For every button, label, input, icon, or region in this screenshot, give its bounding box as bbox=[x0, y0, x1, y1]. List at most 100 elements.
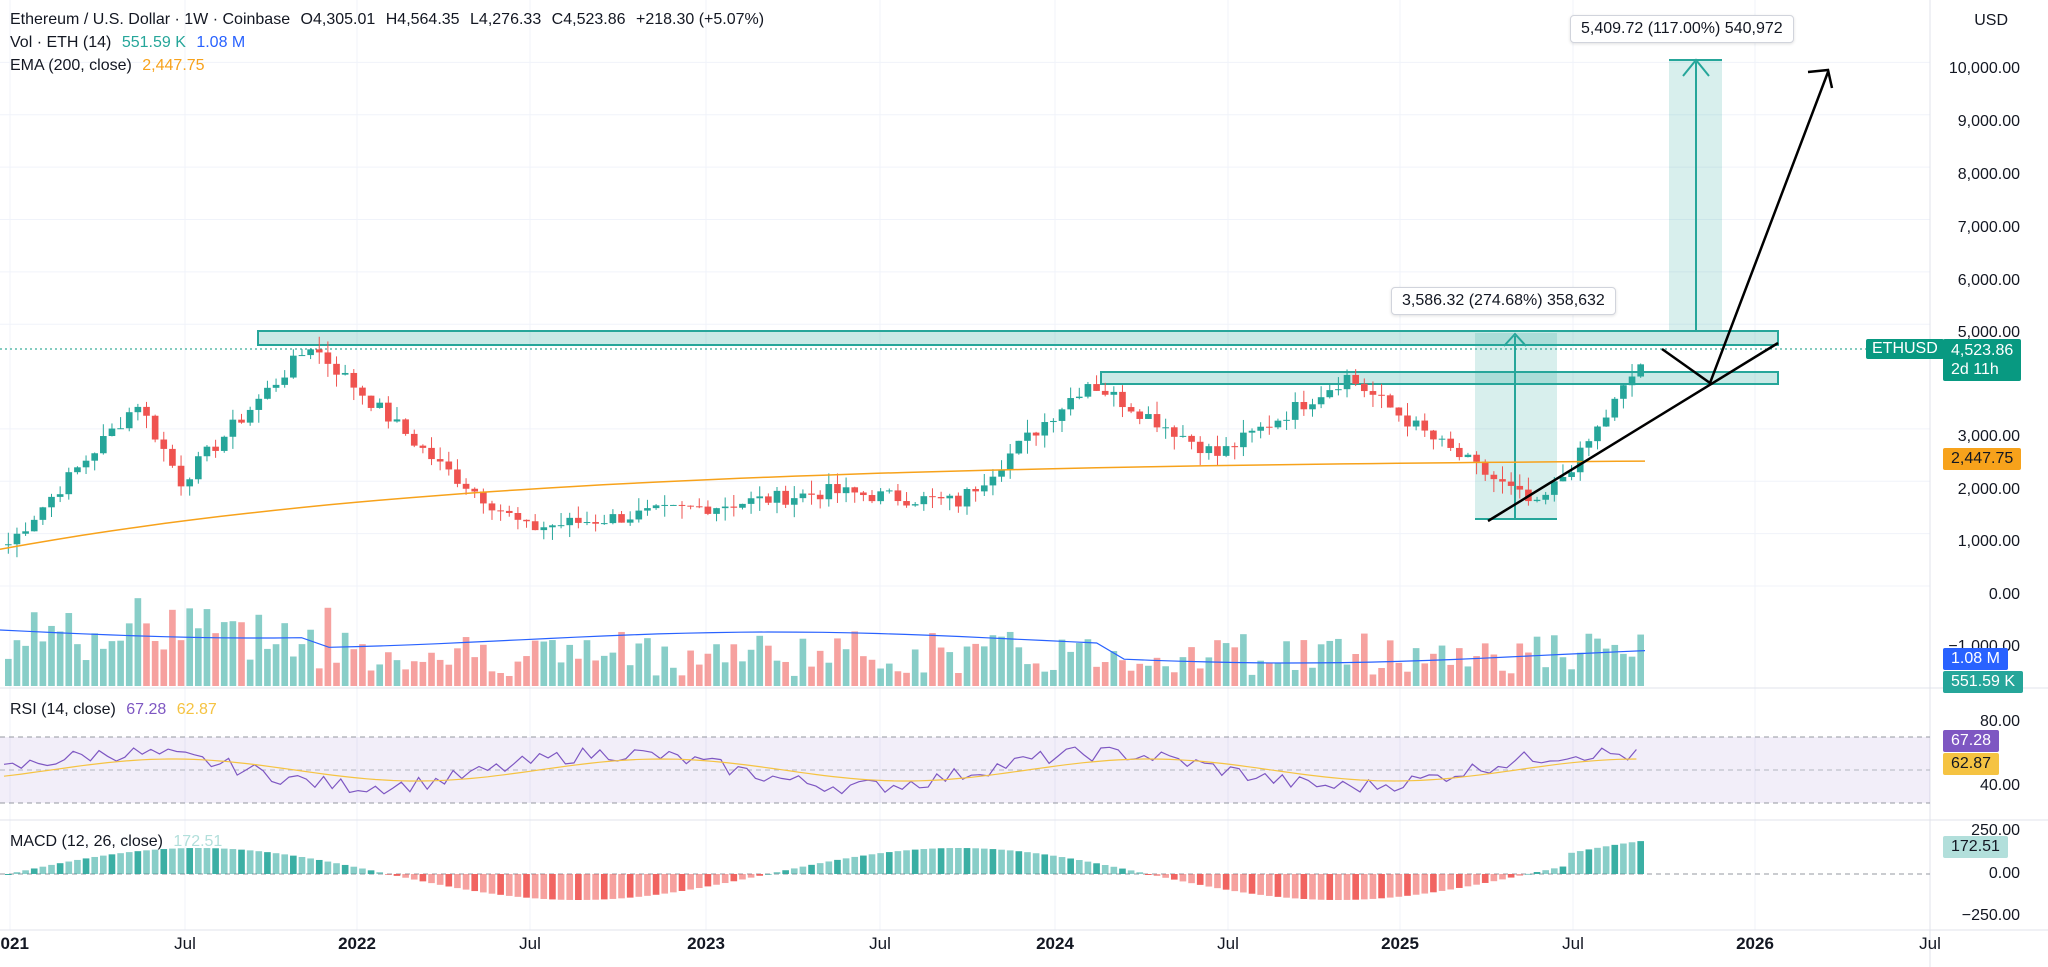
candle-body bbox=[618, 514, 625, 523]
candle-body bbox=[575, 517, 582, 523]
macd-histogram-bar bbox=[1533, 872, 1541, 874]
macd-histogram-bar bbox=[1568, 852, 1575, 874]
macd-histogram-bar bbox=[851, 856, 859, 874]
resistance-zone-lower bbox=[1100, 371, 1779, 385]
macd-histogram-bar bbox=[91, 856, 99, 874]
volume-bar bbox=[989, 635, 997, 686]
volume-bar bbox=[1231, 647, 1239, 686]
ohlc-high: H4,564.35 bbox=[385, 11, 460, 28]
macd-histogram-bar bbox=[1153, 874, 1161, 876]
candle-body bbox=[376, 402, 384, 408]
candle-body bbox=[1464, 454, 1472, 458]
ema-legend: EMA (200, close) 2,447.75 bbox=[10, 56, 211, 76]
macd-histogram-bar bbox=[246, 850, 254, 874]
volume-bar bbox=[307, 629, 314, 686]
candle-body bbox=[765, 496, 772, 503]
volume-bar bbox=[903, 672, 910, 686]
volume-bar bbox=[782, 661, 789, 686]
volume-bar bbox=[635, 643, 643, 686]
macd-histogram-bar bbox=[652, 874, 660, 895]
volume-bar bbox=[419, 661, 427, 686]
candle-body bbox=[1084, 384, 1092, 397]
candle-body bbox=[834, 484, 841, 494]
vol-label: Vol · ETH (14) bbox=[10, 34, 112, 51]
macd-histogram-bar bbox=[1274, 874, 1282, 897]
volume-bar bbox=[315, 668, 323, 686]
currency-label[interactable]: USD bbox=[1974, 12, 2008, 29]
candle-body bbox=[151, 415, 159, 440]
macd-histogram-bar bbox=[151, 849, 159, 874]
measure-arrowhead-mid bbox=[1503, 332, 1527, 347]
candle-body bbox=[1093, 384, 1100, 391]
candle-body bbox=[635, 510, 643, 520]
candle-body bbox=[238, 419, 245, 423]
volume-bar bbox=[505, 675, 513, 686]
candle-body bbox=[1637, 364, 1644, 377]
ema-value: 2,447.75 bbox=[142, 57, 205, 74]
volume-bar bbox=[264, 648, 271, 686]
volume-bar bbox=[186, 608, 194, 686]
volume-bar bbox=[1067, 651, 1074, 686]
candle-body bbox=[955, 495, 962, 507]
bar-countdown: 2d 11h bbox=[1951, 361, 1999, 378]
volume-bar bbox=[868, 659, 876, 686]
macd-histogram-bar bbox=[48, 864, 55, 874]
macd-histogram-bar bbox=[825, 861, 833, 874]
macd-axis-0: 0.00 bbox=[1988, 865, 2020, 882]
volume-bar bbox=[1533, 636, 1541, 686]
candle-body bbox=[894, 490, 902, 502]
volume-bar bbox=[436, 659, 444, 686]
time-axis-label: 2024 bbox=[1036, 934, 1074, 953]
candle-body bbox=[13, 533, 21, 545]
macd-histogram-bar bbox=[229, 849, 237, 874]
candle-body bbox=[445, 461, 453, 470]
candle-body bbox=[790, 498, 798, 505]
measure-label-mid[interactable]: 3,586.32 (274.68%) 358,632 bbox=[1391, 287, 1616, 315]
volume-bar bbox=[65, 613, 73, 686]
volume-bar bbox=[1214, 640, 1221, 686]
macd-histogram-bar bbox=[1542, 870, 1549, 874]
macd-histogram-bar bbox=[143, 850, 150, 874]
candle-body bbox=[186, 479, 194, 487]
candle-body bbox=[1473, 454, 1480, 462]
macd-histogram-bar bbox=[1576, 851, 1584, 874]
candle-body bbox=[108, 428, 116, 437]
time-axis-label: 2023 bbox=[687, 934, 725, 953]
volume-bar bbox=[281, 623, 289, 686]
macd-histogram-bar bbox=[1162, 874, 1169, 878]
ema-tag: 2,447.75 bbox=[1943, 448, 2022, 470]
candle-body bbox=[1438, 438, 1446, 440]
volume-bar bbox=[48, 625, 55, 686]
macd-histogram-bar bbox=[1620, 843, 1627, 874]
rsi-legend: RSI (14, close) 67.28 62.87 bbox=[10, 700, 223, 720]
measure-label-top[interactable]: 5,409.72 (117.00%) 540,972 bbox=[1570, 15, 1794, 43]
candle-body bbox=[385, 402, 392, 422]
candle-body bbox=[713, 508, 720, 514]
candle-body bbox=[1162, 427, 1169, 429]
rsi-axis-40: 40.00 bbox=[1979, 777, 2020, 794]
volume-bar bbox=[39, 641, 47, 686]
candle-body bbox=[980, 485, 988, 492]
macd-histogram-bar bbox=[1006, 850, 1014, 874]
macd-histogram-bar bbox=[514, 874, 522, 897]
rsi-line bbox=[3, 746, 1637, 795]
macd-histogram-bar bbox=[1041, 854, 1049, 874]
macd-histogram-bar bbox=[695, 874, 703, 889]
candle-body bbox=[480, 491, 487, 504]
volume-bar bbox=[1473, 656, 1480, 686]
candle-body bbox=[903, 501, 910, 506]
macd-histogram-bar bbox=[333, 863, 340, 874]
price-axis-label: 6,000.00 bbox=[1957, 272, 2020, 289]
volume-bar bbox=[860, 656, 867, 686]
volume-bar bbox=[125, 623, 133, 686]
macd-histogram-bar bbox=[1024, 852, 1031, 874]
macd-histogram-bar bbox=[160, 849, 168, 874]
price-axis-label: 0.00 bbox=[1988, 586, 2020, 603]
volume-bar bbox=[1430, 653, 1437, 686]
macd-histogram-bar bbox=[56, 863, 64, 874]
volume-bar bbox=[1360, 633, 1368, 686]
volume-bar bbox=[471, 657, 479, 686]
macd-histogram-bar bbox=[1464, 874, 1472, 887]
macd-histogram-bar bbox=[1136, 872, 1144, 874]
